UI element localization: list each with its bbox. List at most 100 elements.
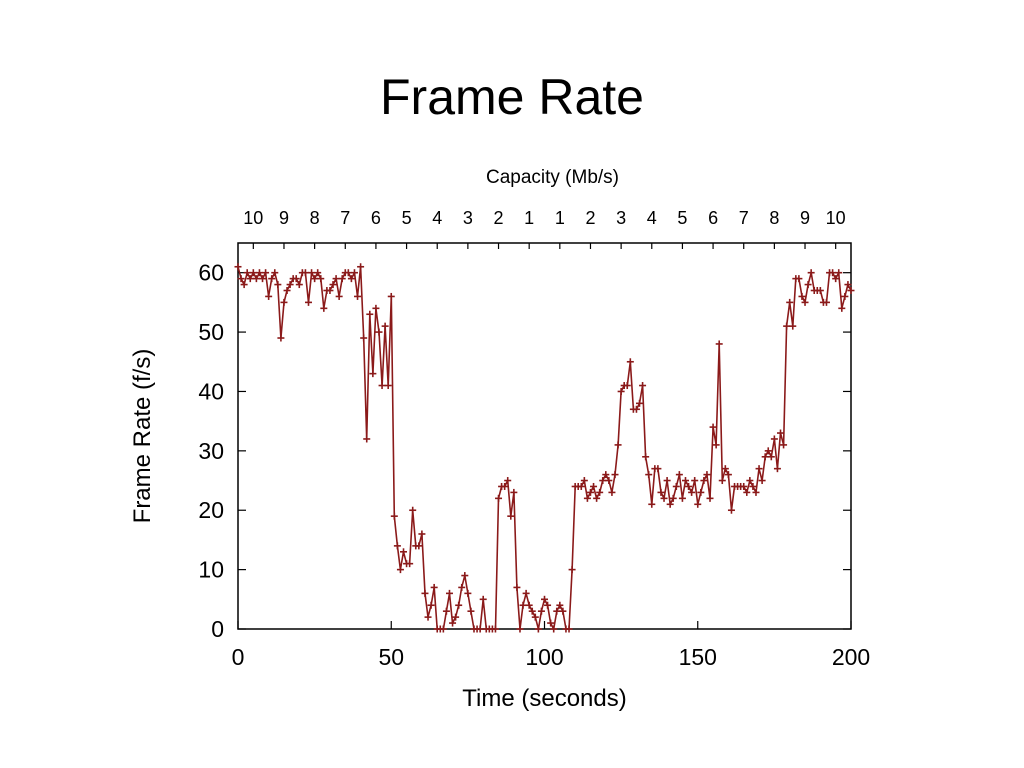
plot-frame <box>237 242 852 630</box>
y-tick-label: 0 <box>211 616 224 642</box>
data-point <box>838 304 846 312</box>
data-point <box>807 269 815 277</box>
data-point <box>387 292 395 300</box>
data-point <box>847 287 855 295</box>
data-point <box>372 304 380 312</box>
top-tick-label: 4 <box>432 208 442 228</box>
data-point <box>445 589 453 597</box>
data-point <box>240 281 248 289</box>
data-point <box>822 298 830 306</box>
series-layer <box>234 263 855 633</box>
x-tick-label: 50 <box>378 644 404 670</box>
data-point <box>354 292 362 300</box>
data-point <box>522 589 530 597</box>
data-point <box>357 263 365 271</box>
data-point <box>694 500 702 508</box>
data-point <box>709 423 717 431</box>
top-tick-label: 5 <box>677 208 687 228</box>
data-point <box>406 560 414 568</box>
data-point <box>513 583 521 591</box>
data-point <box>602 471 610 479</box>
data-point <box>311 275 319 283</box>
top-tick-label: 5 <box>402 208 412 228</box>
x-tick-label: 100 <box>525 644 563 670</box>
data-point <box>396 566 404 574</box>
data-point <box>783 322 791 330</box>
data-point <box>280 298 288 306</box>
data-point <box>657 488 665 496</box>
data-point <box>780 441 788 449</box>
data-point <box>510 488 518 496</box>
data-point <box>301 269 309 277</box>
data-point <box>660 494 668 502</box>
data-point <box>479 595 487 603</box>
x-tick-label: 200 <box>832 644 870 670</box>
data-point <box>430 583 438 591</box>
top-tick-label: 1 <box>524 208 534 228</box>
data-point <box>681 477 689 485</box>
data-point <box>274 281 282 289</box>
data-point <box>347 275 355 283</box>
top-tick-label: 2 <box>585 208 595 228</box>
top-tick-label: 2 <box>494 208 504 228</box>
data-point <box>577 482 585 490</box>
data-point <box>654 465 662 473</box>
data-point <box>703 471 711 479</box>
data-point <box>795 275 803 283</box>
data-point <box>427 601 435 609</box>
y-tick-label: 20 <box>198 497 224 523</box>
data-point <box>249 269 257 277</box>
top-tick-label: 6 <box>371 208 381 228</box>
top-tick-label: 6 <box>708 208 718 228</box>
data-point <box>418 530 426 538</box>
data-point <box>350 269 358 277</box>
data-point <box>442 607 450 615</box>
data-point <box>752 488 760 496</box>
data-point <box>344 269 352 277</box>
data-point <box>746 477 754 485</box>
data-point <box>369 370 377 378</box>
data-point <box>265 292 273 300</box>
y-tick-label: 30 <box>198 438 224 464</box>
data-point <box>801 298 809 306</box>
data-point <box>464 589 472 597</box>
data-point <box>777 429 785 437</box>
top-tick-label: 8 <box>769 208 779 228</box>
data-point <box>691 477 699 485</box>
data-point <box>727 506 735 514</box>
data-point <box>246 275 254 283</box>
x-tick-label: 150 <box>679 644 717 670</box>
data-point <box>645 471 653 479</box>
data-point <box>335 292 343 300</box>
x-axis-label: Time (seconds) <box>462 685 626 712</box>
data-point <box>504 477 512 485</box>
data-point <box>537 607 545 615</box>
data-point <box>724 471 732 479</box>
data-point <box>528 607 536 615</box>
data-point <box>384 382 392 390</box>
data-point <box>283 287 291 295</box>
data-point <box>292 275 300 283</box>
data-point <box>648 500 656 508</box>
series-line <box>237 265 852 630</box>
data-point <box>639 382 647 390</box>
data-point <box>262 269 270 277</box>
y-axis-label: Frame Rate (f/s) <box>129 349 156 524</box>
data-point <box>320 304 328 312</box>
data-point <box>449 619 457 627</box>
top-tick-label: 3 <box>463 208 473 228</box>
top-tick-label: 10 <box>826 208 846 228</box>
data-point <box>332 275 340 283</box>
data-point <box>525 601 533 609</box>
data-point <box>501 482 509 490</box>
top-tick-label: 9 <box>279 208 289 228</box>
data-point <box>715 340 723 348</box>
top-tick-label: 10 <box>243 208 263 228</box>
y-tick-label: 50 <box>198 319 224 345</box>
data-point <box>617 387 625 395</box>
data-point <box>663 477 671 485</box>
data-point <box>409 506 417 514</box>
data-point <box>605 477 613 485</box>
data-point <box>678 494 686 502</box>
